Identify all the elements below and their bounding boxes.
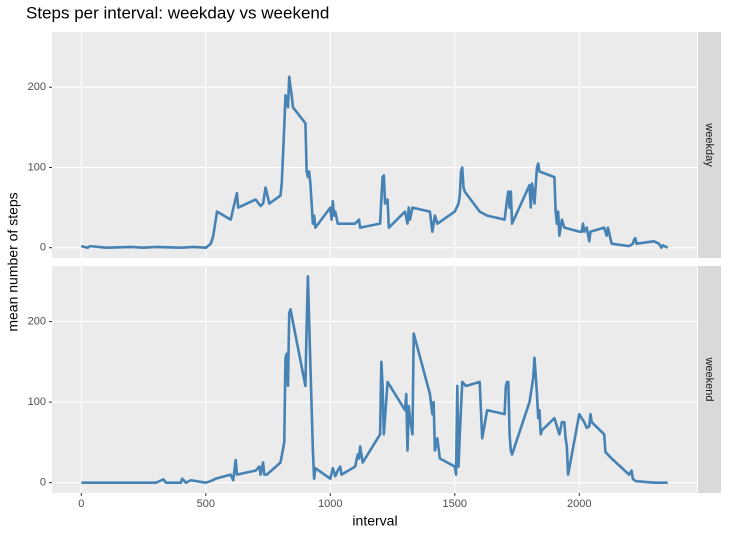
x-tick-label: 500 [197,498,215,510]
x-tick-label: 1000 [318,498,342,510]
y-tick-label: 0 [40,242,46,254]
facet-strip [698,266,721,493]
series-line [80,75,669,250]
chart-title: Steps per interval: weekday vs weekend [26,3,329,22]
facet-strip [698,32,721,258]
y-axis-label: mean number of steps [5,192,21,331]
series-line [81,275,668,484]
panel-background [52,32,697,258]
y-tick-label: 100 [28,161,46,173]
x-axis-label: interval [352,513,397,529]
y-tick-label: 100 [28,396,46,408]
y-tick-label: 0 [40,477,46,489]
facet-label: weekend [703,356,715,401]
facet-label: weekday [703,122,715,167]
panel-background [52,266,697,493]
y-tick-label: 200 [28,81,46,93]
x-tick-label: 2000 [567,498,591,510]
x-tick-label: 1500 [443,498,467,510]
x-tick-label: 0 [78,498,84,510]
y-tick-label: 200 [28,315,46,327]
